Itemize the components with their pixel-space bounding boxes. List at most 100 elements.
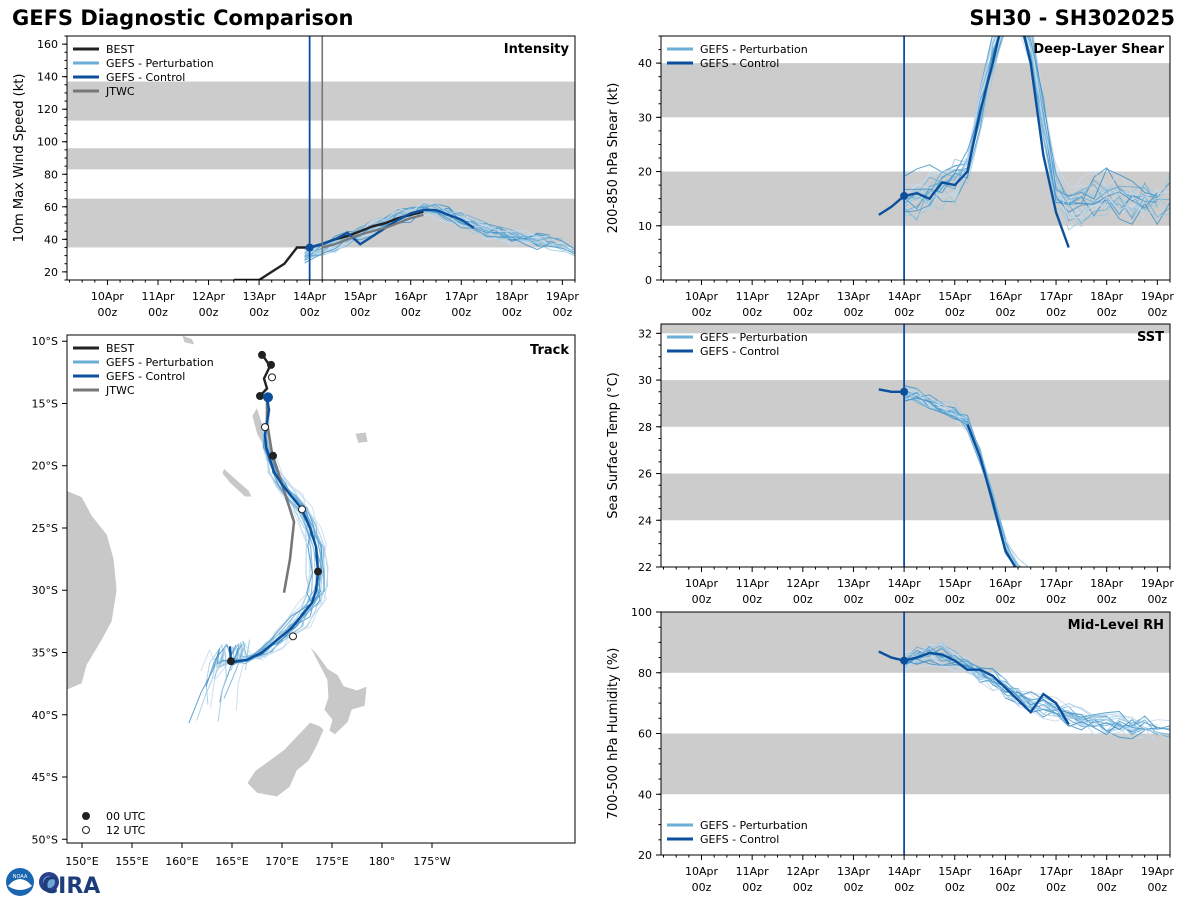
sst-xtick-date: 12Apr	[786, 577, 820, 590]
shear-perturbation-line	[904, 36, 1158, 200]
track-xtick-label: 180°	[369, 855, 396, 868]
track-control-marker	[263, 392, 273, 403]
shear-ytick-label: 0	[645, 274, 652, 287]
sst-control-line	[878, 388, 905, 393]
track-xtick-label: 175°W	[413, 855, 450, 868]
shear-xtick-date: 14Apr	[888, 290, 922, 303]
track-legend-label-jtwc: JTWC	[105, 384, 135, 397]
panel-track: 150°E 155°E 160°E 165°E 170°E 175°E 180° 175°W 1…	[32, 334, 576, 868]
intensity-xtick-date: 11Apr	[141, 290, 175, 303]
sst-xtick-hour: 00z	[742, 593, 762, 606]
rh-perturbation-line	[903, 644, 1170, 724]
fiji-land	[354, 431, 369, 444]
sst-xtick-hour: 00z	[692, 593, 712, 606]
sst-ytick-label: 24	[638, 514, 652, 527]
sst-xtick-hour: 00z	[844, 593, 864, 606]
track-ytick-label: 20°S	[32, 460, 58, 473]
intensity-ytick-label: 120	[37, 103, 58, 116]
track-xtick-label: 160°E	[165, 855, 198, 868]
intensity-legend-label-control: GEFS - Control	[106, 71, 185, 84]
rh-xtick-date: 10Apr	[685, 865, 719, 878]
track-marker-legend-label: 12 UTC	[106, 824, 146, 837]
rh-band-0	[661, 733, 1170, 795]
track-ytick-label: 40°S	[32, 709, 58, 722]
intensity-title: Intensity	[504, 42, 570, 57]
track-perturbation-line	[196, 397, 310, 721]
rh-xtick-date: 15Apr	[938, 865, 972, 878]
sst-xtick-hour: 00z	[1046, 593, 1066, 606]
track-title: Track	[530, 343, 569, 358]
intensity-xtick-date: 12Apr	[192, 290, 226, 303]
track-control-line	[228, 397, 320, 664]
track-xtick-label: 170°E	[265, 855, 298, 868]
intensity-xtick-hour: 00z	[350, 306, 370, 319]
sst-ytick-label: 28	[638, 421, 652, 434]
rh-perturbation-line	[903, 648, 1146, 736]
sst-band-0	[661, 473, 1170, 521]
shear-xtick-hour: 00z	[894, 306, 914, 319]
shear-ytick-label: 40	[638, 57, 652, 70]
intensity-perturbation-line	[304, 203, 563, 256]
shear-plot-area	[661, 36, 1170, 280]
track-ytick-label: 25°S	[32, 522, 58, 535]
sst-plot-area	[661, 324, 1170, 567]
track-best-line	[259, 354, 272, 397]
track-best-marker	[258, 350, 266, 359]
track-perturbation-line	[235, 397, 328, 712]
intensity-xtick-hour: 00z	[451, 306, 471, 319]
sst-xtick-date: 13Apr	[837, 577, 871, 590]
australia-land	[67, 490, 118, 691]
shear-ytick-label: 20	[638, 166, 652, 179]
intensity-legend-label-best: BEST	[106, 43, 134, 56]
rh-xtick-hour: 00z	[996, 881, 1016, 894]
shear-perturbation-line	[904, 36, 1170, 228]
intensity-ytick-label: 20	[44, 266, 58, 279]
track-perturbation-line	[188, 397, 313, 724]
intensity-ytick-label: 60	[44, 201, 58, 214]
track-ytick-label: 50°S	[32, 833, 58, 846]
rh-xtick-hour: 00z	[1147, 881, 1167, 894]
track-control-marker	[269, 451, 277, 460]
track-ytick-label: 35°S	[32, 647, 58, 660]
shear-ytick-label: 10	[638, 220, 652, 233]
intensity-ylabel: 10m Max Wind Speed (kt)	[12, 74, 27, 243]
sst-ytick-label: 22	[638, 561, 652, 574]
rh-ytick-label: 80	[638, 667, 652, 680]
shear-xtick-hour: 00z	[1147, 306, 1167, 319]
shear-ylabel: 200-850 hPa Shear (kt)	[606, 83, 621, 234]
shear-xtick-hour: 00z	[996, 306, 1016, 319]
rh-ytick-label: 40	[638, 788, 652, 801]
shear-control-line	[878, 36, 1070, 248]
track-best-marker	[267, 360, 275, 369]
track-legend-label-best: BEST	[106, 342, 134, 355]
rh-perturbation-line	[904, 641, 1145, 724]
track-ytick-label: 45°S	[32, 771, 58, 784]
sst-xtick-date: 15Apr	[938, 577, 972, 590]
track-best-marker	[268, 373, 276, 382]
intensity-legend-label-perturbation: GEFS - Perturbation	[106, 57, 214, 70]
rh-legend-label-control: GEFS - Control	[700, 833, 779, 846]
intensity-ytick-label: 140	[37, 71, 58, 84]
track-ytick-label: 10°S	[32, 335, 58, 348]
shear-perturbation-line	[903, 36, 1158, 212]
intensity-band-2	[67, 81, 575, 121]
intensity-xtick-date: 16Apr	[394, 290, 428, 303]
intensity-ytick-label: 160	[37, 38, 58, 51]
shear-xtick-hour: 00z	[1046, 306, 1066, 319]
shear-xtick-date: 16Apr	[989, 290, 1023, 303]
shear-legend-label-control: GEFS - Control	[700, 57, 779, 70]
intensity-xtick-hour: 00z	[199, 306, 219, 319]
rh-perturbation-line	[903, 645, 1170, 738]
shear-xtick-date: 18Apr	[1090, 290, 1124, 303]
sst-ytick-label: 26	[638, 468, 652, 481]
intensity-band-1	[67, 148, 575, 170]
track-perturbation-line	[227, 397, 323, 660]
intensity-xtick-hour: 00z	[148, 306, 168, 319]
intensity-xtick-date: 17Apr	[445, 290, 479, 303]
shear-perturbation-line	[903, 36, 1145, 218]
page-title: GEFS Diagnostic Comparison	[12, 6, 354, 30]
rh-xtick-hour: 00z	[1046, 881, 1066, 894]
